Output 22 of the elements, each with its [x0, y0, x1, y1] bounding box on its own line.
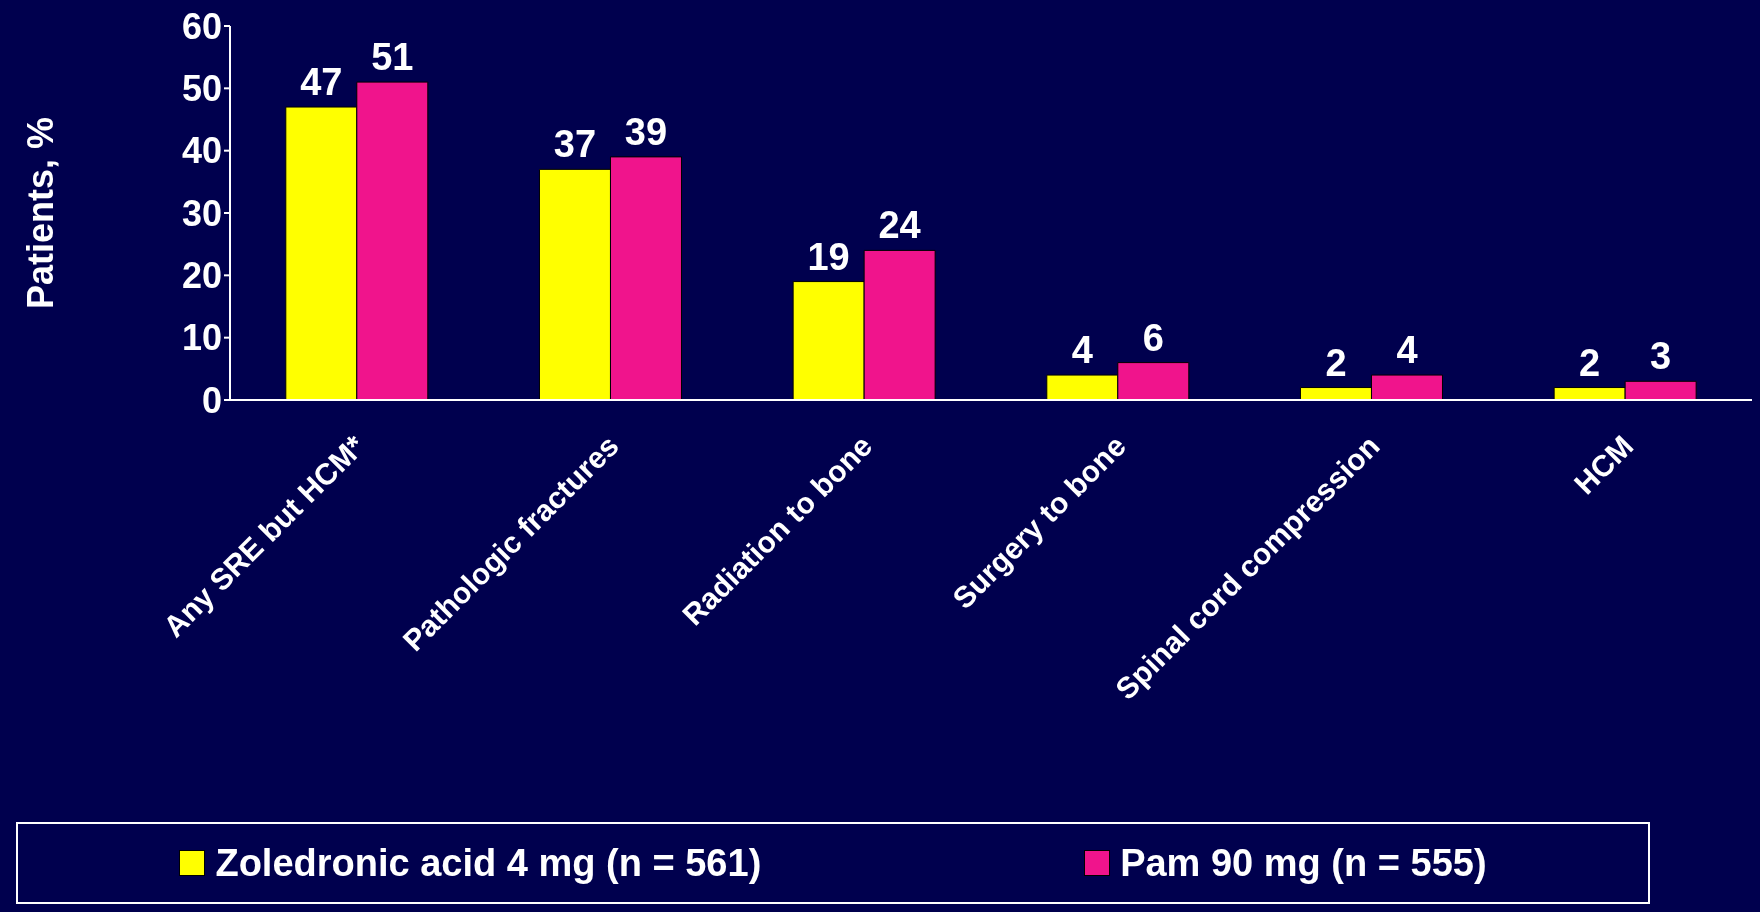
y-tick-label: 30 [181, 192, 222, 234]
data-label: 51 [371, 36, 414, 79]
y-axis-title: Patients, % [19, 116, 61, 310]
data-label: 2 [1325, 341, 1347, 384]
y-tick-label: 60 [181, 5, 222, 47]
data-label: 37 [553, 123, 597, 166]
data-label: 6 [1142, 316, 1164, 359]
data-label: 19 [807, 235, 850, 278]
y-tick-label: 0 [201, 379, 222, 421]
legend-label: Pam 90 mg (n = 555) [1120, 841, 1487, 885]
data-label: 24 [878, 204, 921, 247]
legend-label: Zoledronic acid 4 mg (n = 561) [215, 841, 762, 885]
data-label: 3 [1650, 335, 1672, 378]
data-label: 39 [624, 110, 668, 153]
y-tick-label: 50 [181, 68, 222, 110]
y-tick-label: 20 [181, 255, 222, 297]
y-tick-label: 10 [181, 317, 222, 359]
data-label: 2 [1579, 341, 1601, 384]
data-label: 4 [1396, 329, 1418, 372]
y-tick-label: 40 [181, 130, 222, 172]
data-label: 4 [1071, 329, 1093, 372]
data-label: 47 [300, 61, 343, 104]
